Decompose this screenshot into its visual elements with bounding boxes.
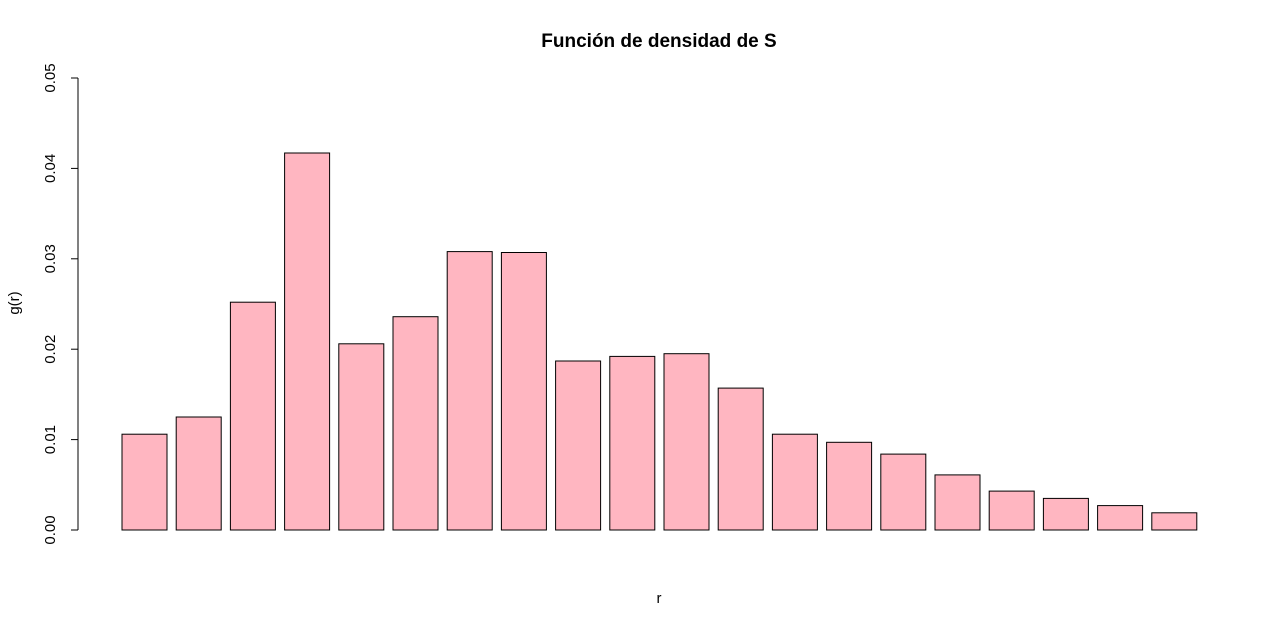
bar <box>934 474 981 531</box>
x-axis-label: r <box>657 590 662 607</box>
bar <box>717 387 764 531</box>
y-tick-label: 0.02 <box>42 335 59 364</box>
y-axis-label: g(r) <box>6 291 23 314</box>
bar <box>1151 512 1198 531</box>
bar <box>175 416 222 531</box>
y-tick-label: 0.04 <box>42 154 59 183</box>
bar <box>229 301 276 531</box>
y-tick-label: 0.01 <box>42 425 59 454</box>
bar <box>500 252 547 531</box>
chart-title: Función de densidad de S <box>541 31 776 52</box>
bar <box>663 353 710 531</box>
bar <box>284 152 331 531</box>
y-tick-label: 0.03 <box>42 244 59 273</box>
bar <box>121 433 168 531</box>
bar <box>880 453 927 531</box>
bar <box>771 433 818 531</box>
bar <box>826 441 873 531</box>
bar <box>609 355 656 531</box>
y-axis: 0.00 0.01 0.02 0.03 0.04 0.05 <box>42 63 79 545</box>
bar <box>392 316 439 531</box>
bar <box>338 343 385 531</box>
y-tick-label: 0.05 <box>42 63 59 92</box>
bars-group <box>121 152 1198 531</box>
bar <box>555 360 602 531</box>
bar <box>988 490 1035 531</box>
y-tick-label: 0.00 <box>42 515 59 544</box>
bar <box>1097 505 1144 531</box>
bar <box>1042 497 1089 531</box>
bar <box>446 251 493 531</box>
